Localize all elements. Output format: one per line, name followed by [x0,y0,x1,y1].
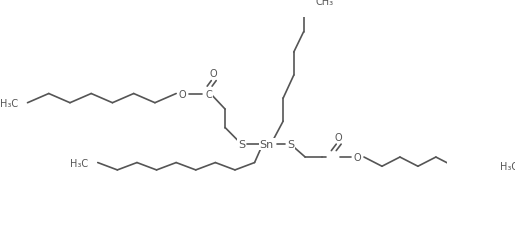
Text: H₃C: H₃C [500,162,515,171]
Text: CH₃: CH₃ [315,0,333,7]
Text: H₃C: H₃C [70,158,88,168]
Text: C: C [205,89,212,99]
Text: O: O [334,132,341,142]
Text: O: O [179,89,186,99]
Text: Sn: Sn [260,140,274,150]
Text: H₃C: H₃C [0,98,18,108]
Text: S: S [238,140,245,150]
Text: O: O [209,69,217,79]
Text: S: S [287,140,294,150]
Text: O: O [354,152,362,162]
